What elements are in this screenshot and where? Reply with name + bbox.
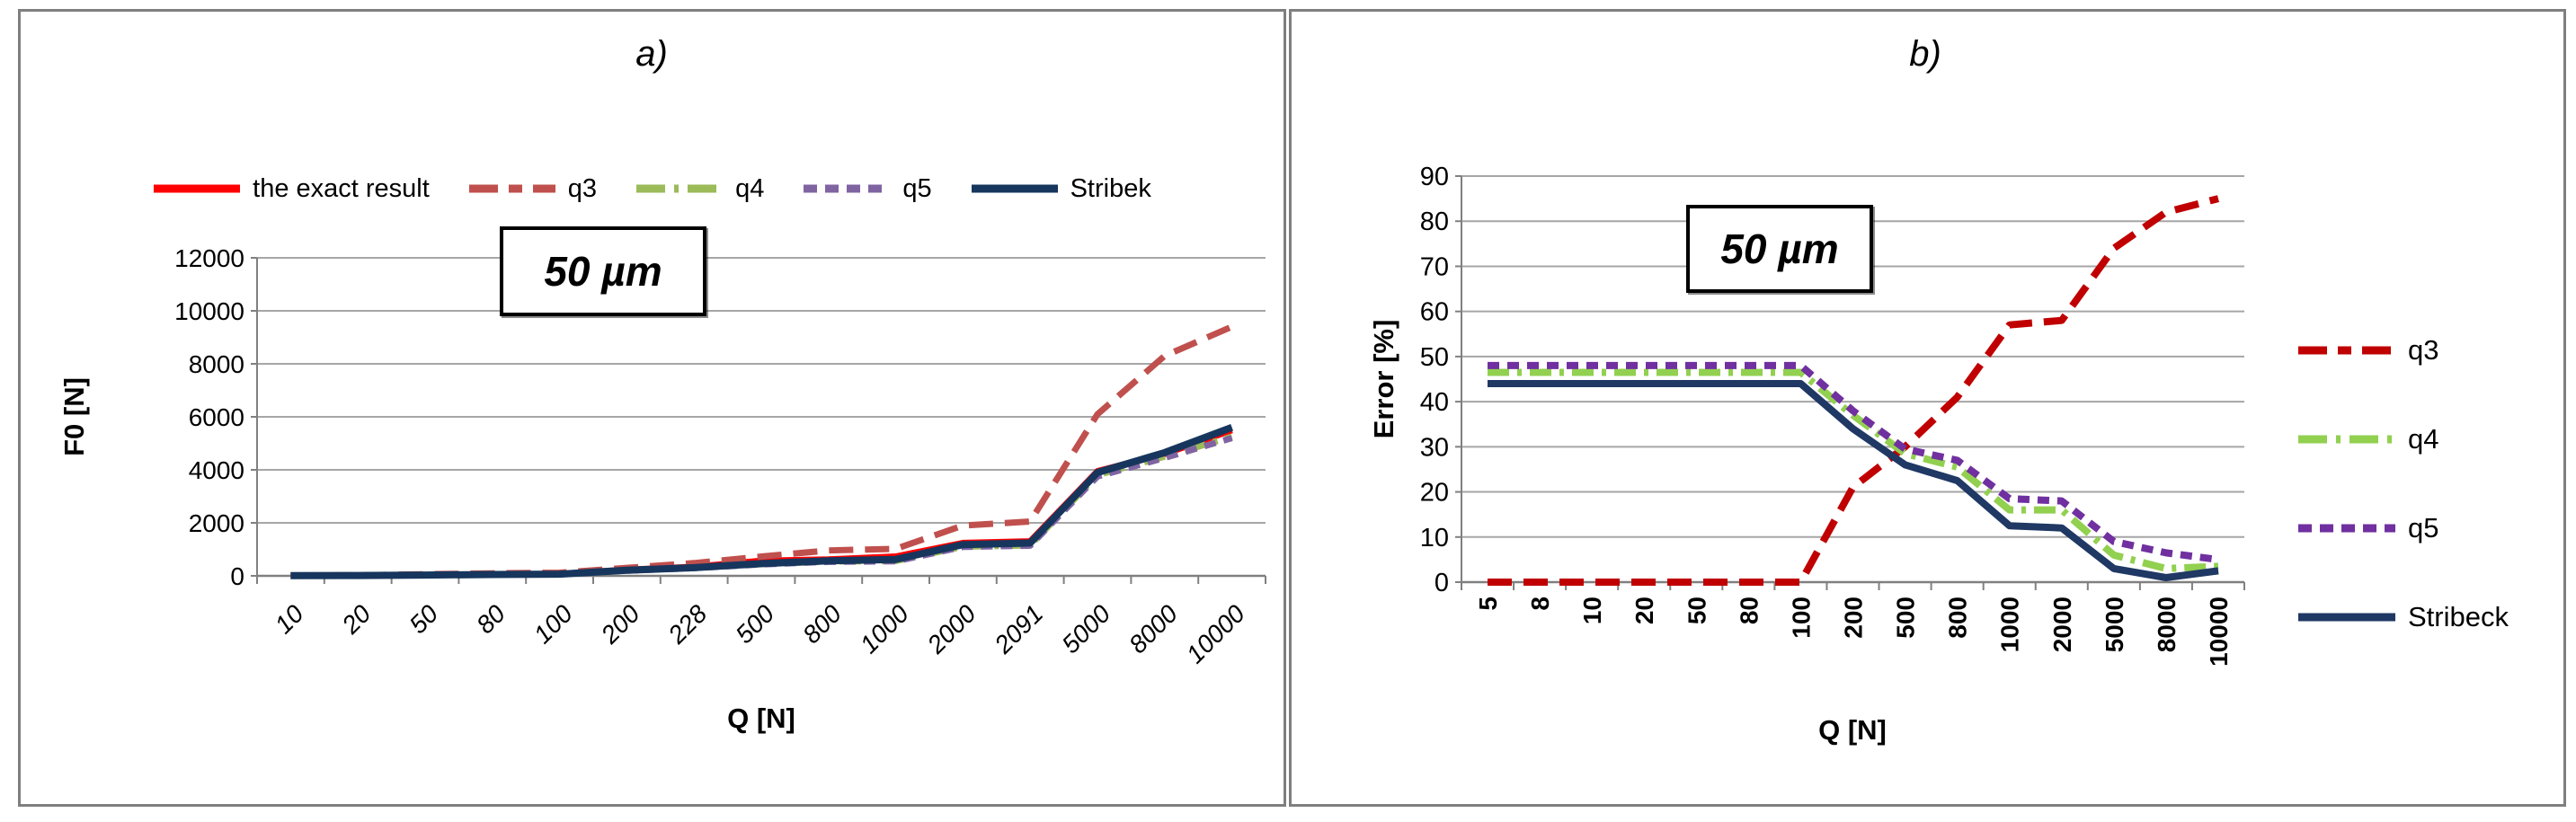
legend-item-q5: q5 bbox=[802, 173, 932, 204]
x-tick-label: 10000 bbox=[1181, 599, 1250, 668]
chart-a-y-axis-title: F0 [N] bbox=[58, 377, 90, 456]
series-line-q5 bbox=[1488, 361, 2219, 563]
x-tick-label: 20 bbox=[1630, 597, 1658, 624]
y-tick-label: 10000 bbox=[174, 297, 244, 325]
chart-a-annotation-50um: 50 µm bbox=[500, 226, 706, 316]
legend-label: q5 bbox=[902, 173, 932, 203]
chart-b-legend: q3 q4 q5 Stribeck bbox=[2296, 334, 2509, 633]
x-tick-label: 10 bbox=[270, 599, 309, 639]
legend-marker bbox=[2298, 524, 2395, 533]
legend-label: the exact result bbox=[253, 173, 430, 203]
x-tick-label: 800 bbox=[797, 599, 847, 649]
x-tick-label: 10 bbox=[1578, 597, 1606, 624]
legend-item-q3: q3 bbox=[2296, 334, 2509, 367]
x-tick-label: 8 bbox=[1526, 597, 1554, 611]
y-tick-label: 8000 bbox=[189, 350, 244, 378]
legend-item-q4: q4 bbox=[635, 174, 764, 204]
legend-marker bbox=[804, 184, 891, 193]
x-tick-label: 2000 bbox=[2048, 597, 2076, 652]
chart-a-legend: the exact result q3 q4 q5 Stribek bbox=[67, 169, 1236, 208]
y-tick-label: 4000 bbox=[189, 456, 244, 484]
x-tick-label: 1000 bbox=[855, 599, 914, 658]
y-tick-label: 30 bbox=[1420, 433, 1449, 462]
x-tick-label: 20 bbox=[336, 599, 377, 640]
y-tick-label: 0 bbox=[230, 562, 244, 590]
x-tick-label: 8000 bbox=[1124, 599, 1183, 658]
chart-b-annotation-50um: 50 µm bbox=[1686, 205, 1873, 293]
x-tick-label: 2000 bbox=[921, 599, 982, 659]
x-tick-label: 10000 bbox=[2205, 597, 2233, 667]
legend-item-Stribek: Stribek bbox=[970, 174, 1151, 204]
panel-chart-a bbox=[18, 9, 1286, 807]
legend-item-the-exact-result: the exact result bbox=[152, 174, 430, 204]
chart-b-y-axis-title: Error [%] bbox=[1368, 319, 1399, 439]
legend-label: q3 bbox=[2408, 334, 2439, 366]
y-tick-label: 90 bbox=[1420, 163, 1449, 191]
chart-b-title: b) bbox=[1909, 34, 1941, 74]
legend-label: q5 bbox=[2408, 512, 2439, 544]
y-tick-label: 40 bbox=[1420, 388, 1449, 417]
legend-item-q3: q3 bbox=[467, 174, 597, 204]
legend-item-q4: q4 bbox=[2296, 423, 2509, 455]
x-tick-label: 228 bbox=[662, 599, 713, 650]
y-tick-label: 2000 bbox=[189, 509, 244, 537]
panel-chart-b bbox=[1289, 9, 2566, 807]
legend-marker bbox=[636, 184, 724, 193]
legend-marker bbox=[468, 184, 555, 193]
x-tick-label: 200 bbox=[1840, 597, 1868, 639]
x-tick-label: 100 bbox=[529, 599, 578, 649]
legend-label: q4 bbox=[2408, 423, 2439, 455]
y-tick-label: 60 bbox=[1420, 298, 1449, 327]
legend-marker bbox=[2298, 435, 2395, 444]
legend-label: q3 bbox=[567, 173, 598, 203]
y-tick-label: 50 bbox=[1420, 343, 1449, 372]
legend-marker bbox=[2298, 346, 2395, 355]
x-tick-label: 5000 bbox=[1056, 599, 1115, 658]
x-tick-label: 80 bbox=[471, 599, 511, 639]
series-line-Stribeck bbox=[1488, 380, 2219, 581]
legend-label: Stribeck bbox=[2408, 601, 2509, 632]
legend-label: Stribek bbox=[1070, 173, 1151, 203]
y-tick-label: 12000 bbox=[174, 244, 244, 272]
chart-a-x-axis-title: Q [N] bbox=[727, 703, 795, 734]
legend-label: q4 bbox=[735, 173, 765, 203]
x-tick-label: 800 bbox=[1944, 597, 1972, 639]
legend-marker bbox=[154, 184, 241, 193]
legend-marker bbox=[971, 184, 1058, 193]
x-tick-label: 1000 bbox=[1996, 597, 2024, 652]
y-tick-label: 70 bbox=[1420, 252, 1449, 281]
x-tick-label: 500 bbox=[730, 599, 779, 649]
x-tick-label: 80 bbox=[1735, 597, 1763, 624]
y-tick-label: 80 bbox=[1420, 208, 1449, 236]
y-tick-label: 10 bbox=[1420, 524, 1449, 552]
series-line-Stribek bbox=[290, 424, 1234, 579]
series-line-q3 bbox=[1488, 195, 2220, 586]
chart-b-x-axis-title: Q [N] bbox=[1818, 714, 1887, 746]
legend-item-Stribeck: Stribeck bbox=[2296, 601, 2509, 633]
legend-marker bbox=[2298, 613, 2395, 622]
y-tick-label: 20 bbox=[1420, 479, 1449, 508]
x-tick-label: 5 bbox=[1474, 597, 1502, 611]
x-tick-label: 50 bbox=[1683, 597, 1710, 624]
x-tick-label: 100 bbox=[1787, 597, 1815, 639]
x-tick-label: 50 bbox=[404, 599, 443, 639]
x-tick-label: 8000 bbox=[2153, 597, 2181, 652]
chart-a-title: a) bbox=[635, 34, 668, 74]
x-tick-label: 200 bbox=[595, 599, 645, 650]
x-tick-label: 2091 bbox=[989, 599, 1049, 659]
y-tick-label: 0 bbox=[1435, 569, 1449, 597]
legend-item-q5: q5 bbox=[2296, 512, 2509, 544]
x-tick-label: 5000 bbox=[2101, 597, 2128, 652]
series-line-q4 bbox=[1488, 368, 2219, 572]
y-tick-label: 6000 bbox=[189, 403, 244, 431]
x-tick-label: 500 bbox=[1892, 597, 1920, 639]
